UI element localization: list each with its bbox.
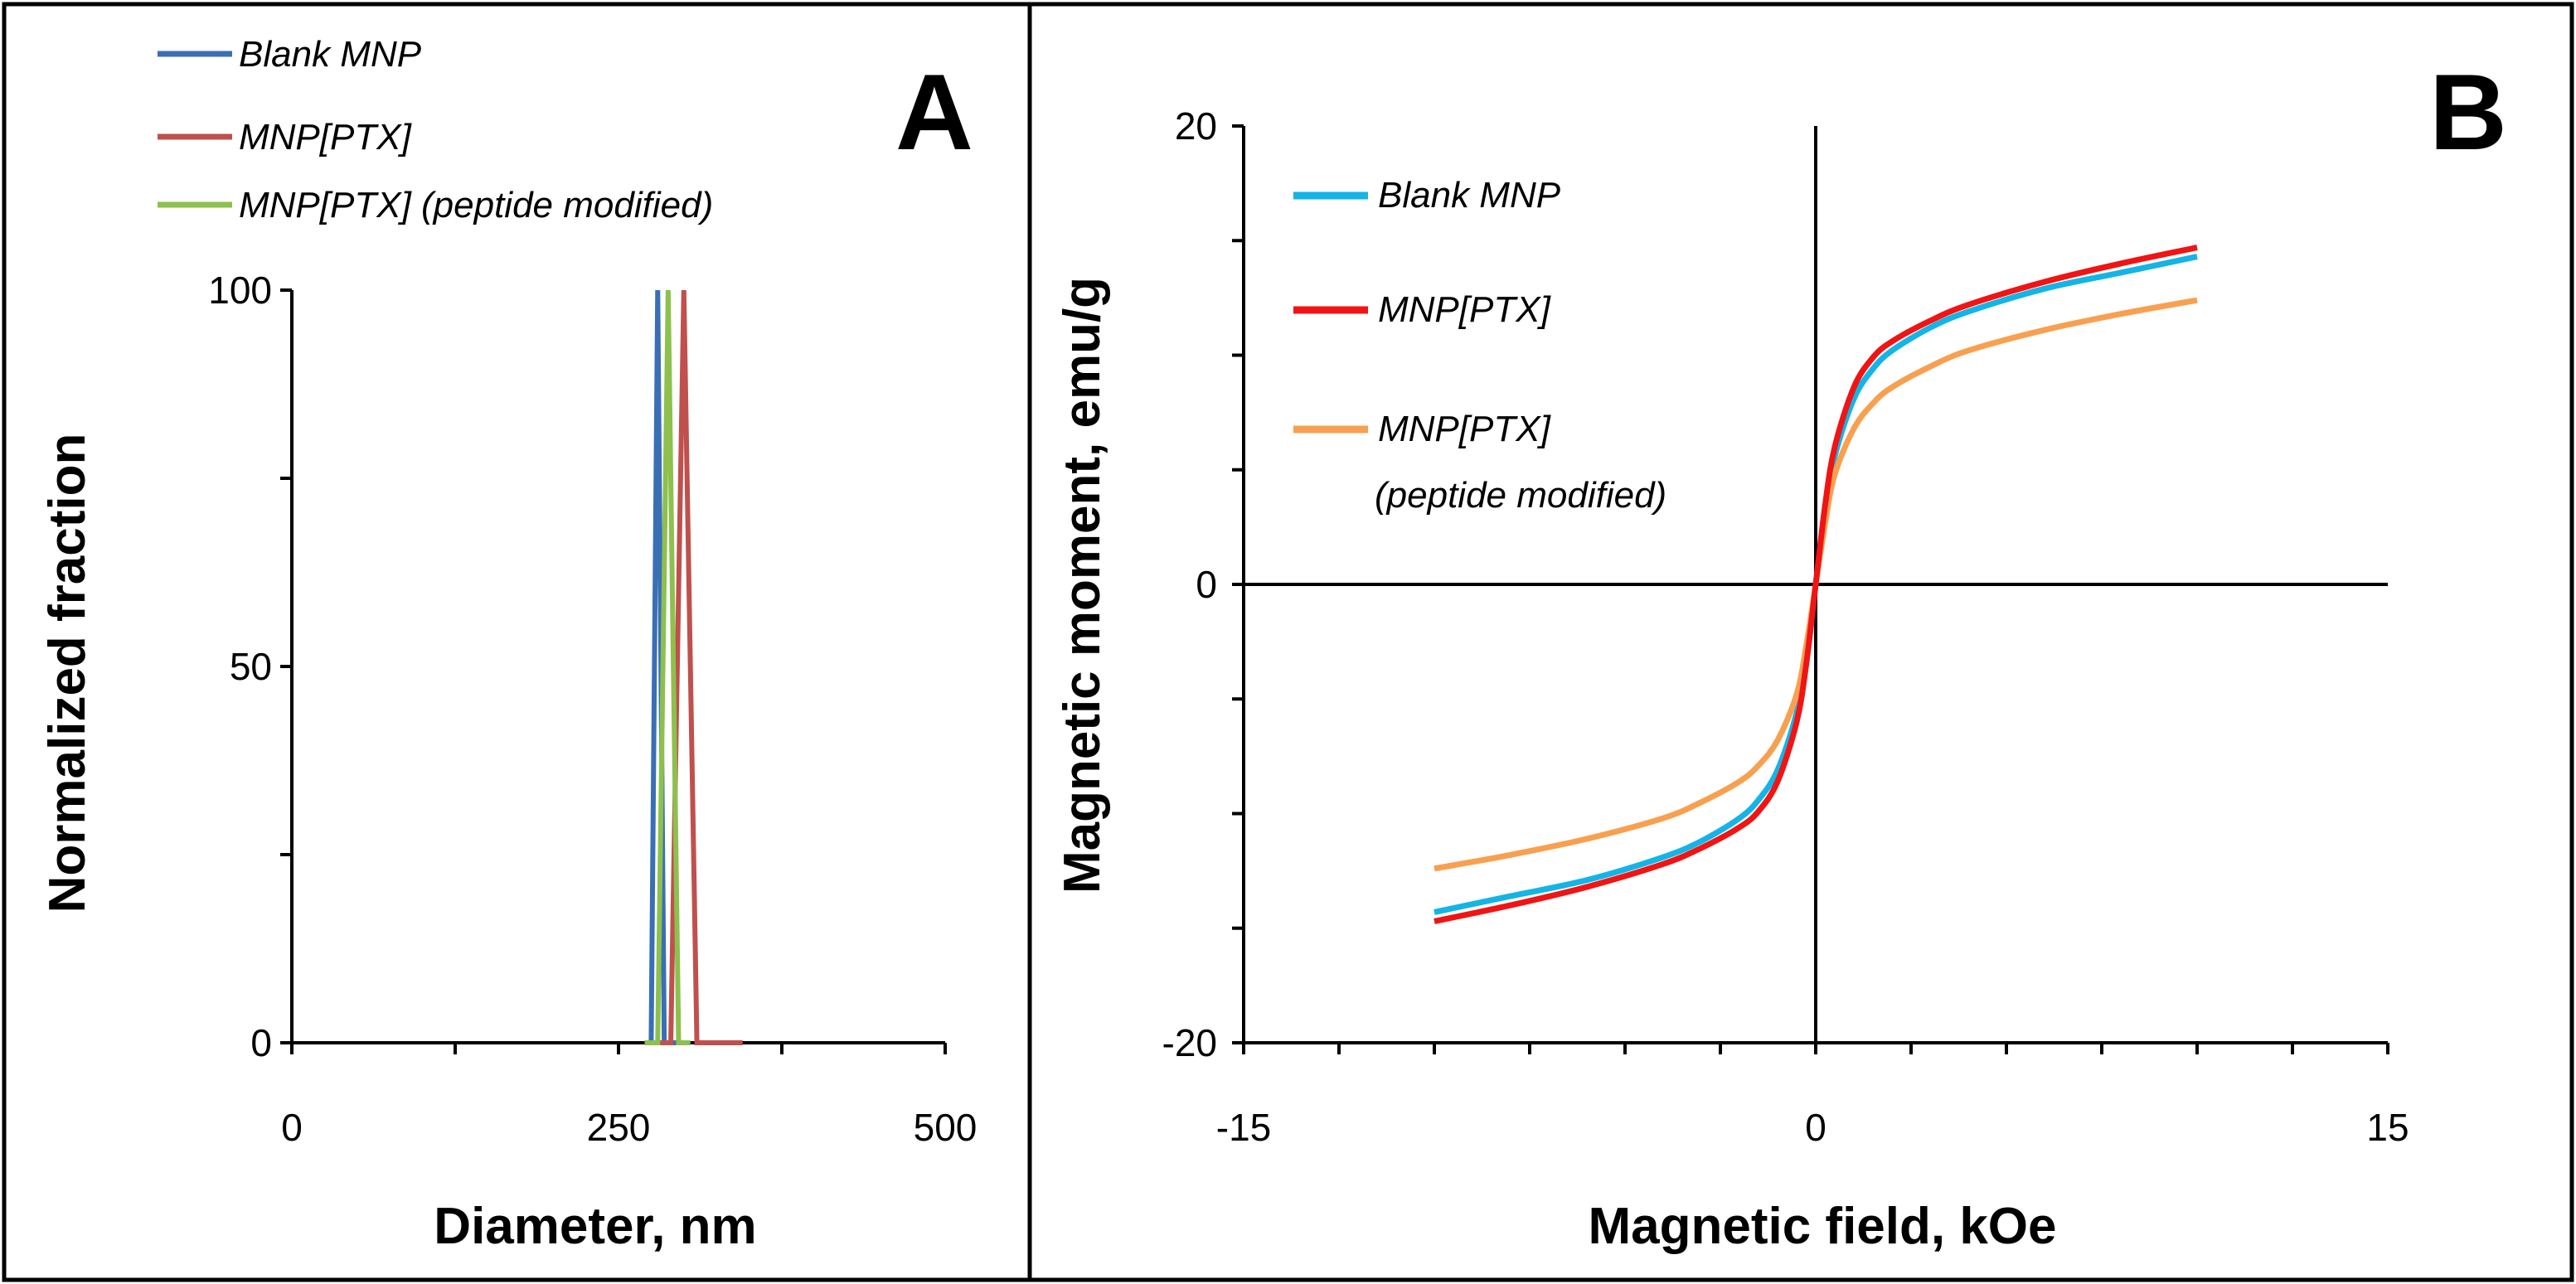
legend-b: Blank MNP MNP[PTX] MNP[PTX] (peptide modifi… [1293, 175, 1666, 516]
y-tick-label-b: 0 [1196, 563, 1217, 606]
series-line-a-2 [644, 289, 691, 1045]
y-tick-label-a: 50 [230, 645, 272, 688]
panel-b: -20 0 20 -15 0 15 B Magnetic field, kOe Magne… [1054, 51, 2507, 1255]
legend-a: Blank MNP MNP[PTX] MNP[PTX] (peptide modif… [158, 34, 713, 225]
legend-label-b-2-line2: (peptide modified) [1375, 475, 1666, 516]
plot-area-a: 0 50 100 0 250 500 [208, 269, 977, 1149]
y-tick-label-a: 100 [208, 269, 272, 312]
x-tick-label-b: 0 [1805, 1106, 1826, 1149]
y-tick-label-b: -20 [1162, 1021, 1217, 1064]
x-tick-label-a: 0 [281, 1106, 303, 1149]
y-tick-label-b: 20 [1175, 104, 1217, 148]
x-axis-title-a: Diameter, nm [434, 1198, 756, 1255]
panel-a: 0 50 100 0 250 500 A Diameter, nm Normalized … [39, 34, 977, 1255]
legend-label-a-2: MNP[PTX] (peptide modified) [239, 185, 713, 225]
x-tick-label-a: 250 [587, 1106, 651, 1149]
y-axis-title-b: Magnetic moment, emu/g [1054, 277, 1111, 894]
y-tick-label-a: 0 [250, 1021, 272, 1064]
legend-label-b-1: MNP[PTX] [1378, 289, 1552, 330]
legend-label-a-1: MNP[PTX] [239, 117, 413, 157]
legend-label-b-2: MNP[PTX] [1378, 409, 1552, 449]
panel-letter-b: B [2429, 51, 2507, 172]
x-tick-label-b: -15 [1216, 1106, 1271, 1149]
x-tick-label-a: 500 [914, 1106, 978, 1149]
panel-letter-a: A [895, 51, 973, 172]
series-line-b-1 [1434, 245, 2198, 924]
legend-label-a-0: Blank MNP [239, 34, 422, 75]
y-axis-title-a: Normalized fraction [39, 434, 96, 913]
legend-label-b-0: Blank MNP [1378, 175, 1561, 216]
series-line-a-1 [657, 289, 743, 1045]
x-axis-title-b: Magnetic field, kOe [1588, 1198, 2056, 1255]
plot-area-b: -20 0 20 -15 0 15 [1162, 104, 2409, 1149]
x-tick-label-b: 15 [2366, 1106, 2409, 1149]
